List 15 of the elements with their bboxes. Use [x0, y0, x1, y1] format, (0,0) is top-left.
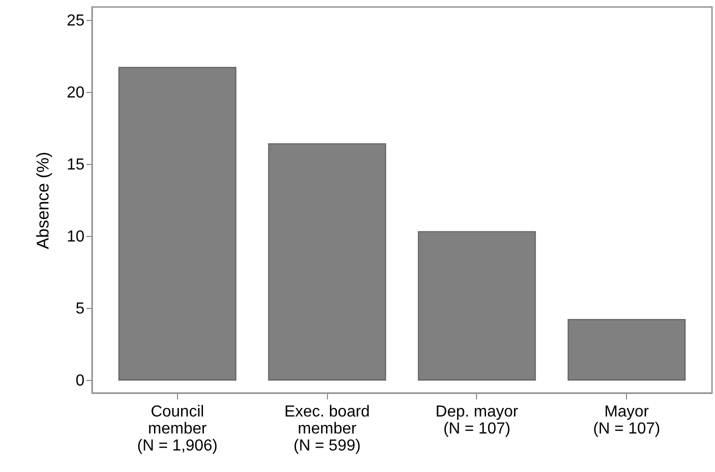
x-tick-label: Council member (N = 1,906): [137, 404, 218, 454]
x-tick-label: Mayor (N = 107): [593, 404, 660, 438]
y-tick-label: 20: [66, 84, 85, 102]
bar: [118, 66, 236, 381]
x-tick-label: Exec. board member (N = 599): [284, 404, 370, 454]
y-tick-label: 10: [66, 228, 85, 246]
bar: [268, 143, 386, 381]
bar: [568, 318, 686, 381]
y-tick-label: 25: [66, 12, 85, 30]
y-tick-label: 15: [66, 156, 85, 174]
y-tick-label: 0: [76, 372, 85, 390]
y-axis-title: Absence (%): [34, 152, 53, 250]
bar: [418, 231, 536, 381]
y-tick-label: 5: [76, 300, 85, 318]
x-tick-label: Dep. mayor (N = 107): [436, 404, 519, 438]
